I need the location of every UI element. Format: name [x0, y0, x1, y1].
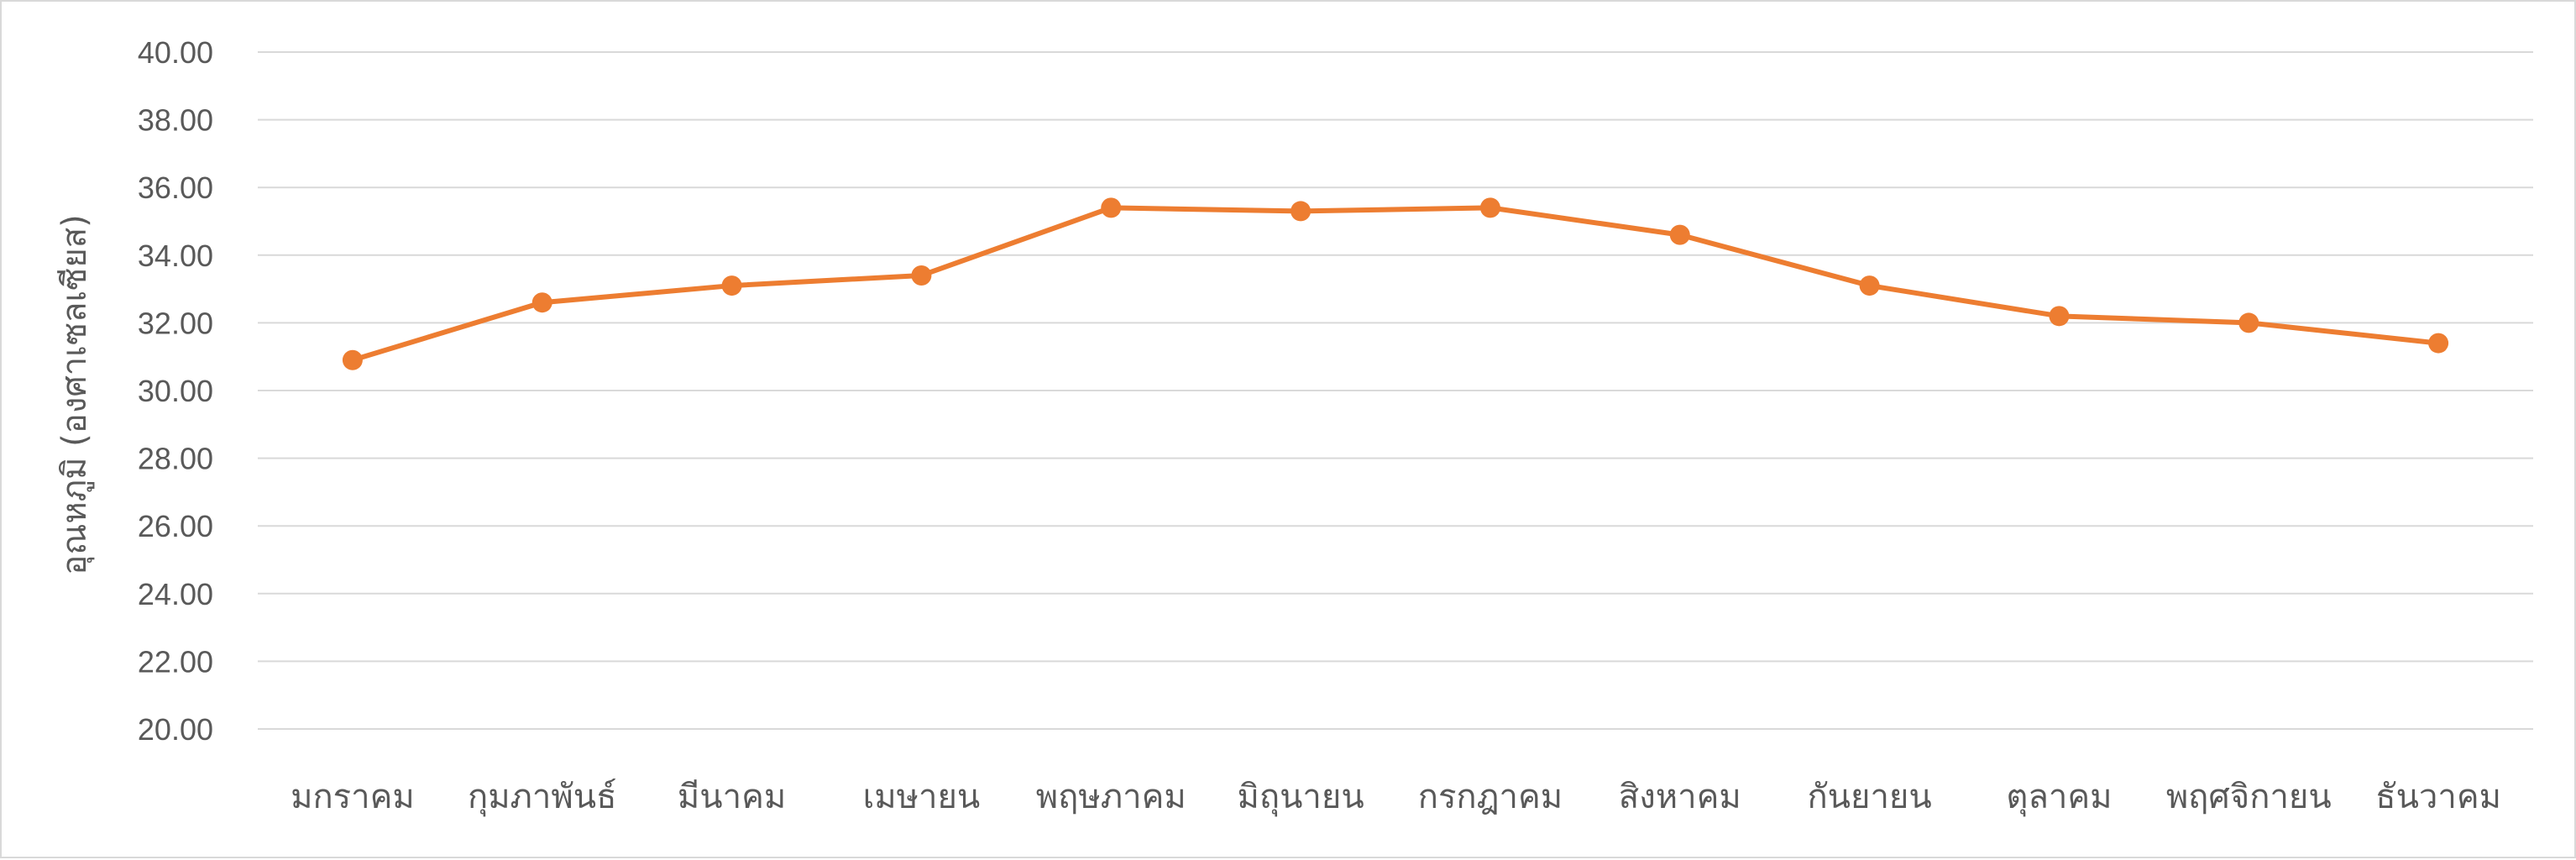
x-category-label: มีนาคม — [678, 778, 786, 816]
y-tick-label: 36.00 — [138, 170, 213, 205]
y-tick-label: 30.00 — [138, 374, 213, 408]
data-point-marker — [342, 349, 363, 370]
series-markers — [342, 197, 2449, 370]
y-tick-label: 32.00 — [138, 306, 213, 340]
y-tick-label: 38.00 — [138, 103, 213, 138]
y-tick-label: 22.00 — [138, 644, 213, 679]
data-point-marker — [531, 292, 552, 313]
y-tick-label: 20.00 — [138, 712, 213, 747]
data-point-marker — [2238, 312, 2259, 333]
x-category-label: กุมภาพันธ์ — [468, 778, 617, 817]
x-category-label: สิงหาคม — [1619, 778, 1741, 816]
x-category-label: ตุลาคม — [2006, 778, 2112, 817]
data-point-marker — [1291, 201, 1312, 222]
y-tick-label: 24.00 — [138, 577, 213, 611]
y-tick-label: 28.00 — [138, 442, 213, 476]
data-point-marker — [2428, 333, 2449, 354]
data-point-marker — [1859, 275, 1880, 296]
data-point-marker — [911, 265, 932, 286]
y-axis-ticks: 20.00 22.00 24.00 26.00 28.00 30.00 32.00 34.00… — [138, 35, 213, 747]
series-line-layer — [352, 205, 2439, 363]
x-category-label: กันยายน — [1807, 778, 1931, 816]
gridlines — [258, 51, 2533, 730]
y-tick-label: 26.00 — [138, 509, 213, 543]
x-category-label: มกราคม — [291, 778, 415, 816]
x-category-label: ธันวาคม — [2375, 778, 2501, 816]
x-category-label: มิถุนายน — [1237, 778, 1364, 817]
x-category-label: เมษายน — [863, 778, 981, 816]
x-category-label: กรกฎาคม — [1418, 778, 1563, 816]
series-line — [352, 205, 2439, 363]
x-category-label: พฤษภาคม — [1036, 778, 1186, 816]
y-tick-label: 34.00 — [138, 239, 213, 273]
data-point-marker — [1101, 197, 1122, 218]
data-point-marker — [721, 275, 742, 296]
x-category-label: พฤศจิกายน — [2166, 778, 2332, 816]
data-point-marker — [1669, 224, 1690, 245]
y-tick-label: 40.00 — [138, 35, 213, 70]
x-axis-category-labels: มกราคม กุมภาพันธ์ มีนาคม เมษายน พฤษภาคม มิถุน… — [291, 778, 2501, 817]
data-point-marker — [1479, 197, 1500, 218]
data-point-marker — [2049, 306, 2070, 327]
y-axis-title: อุณหภูมิ (องศาเซลเซียส) — [55, 214, 95, 575]
